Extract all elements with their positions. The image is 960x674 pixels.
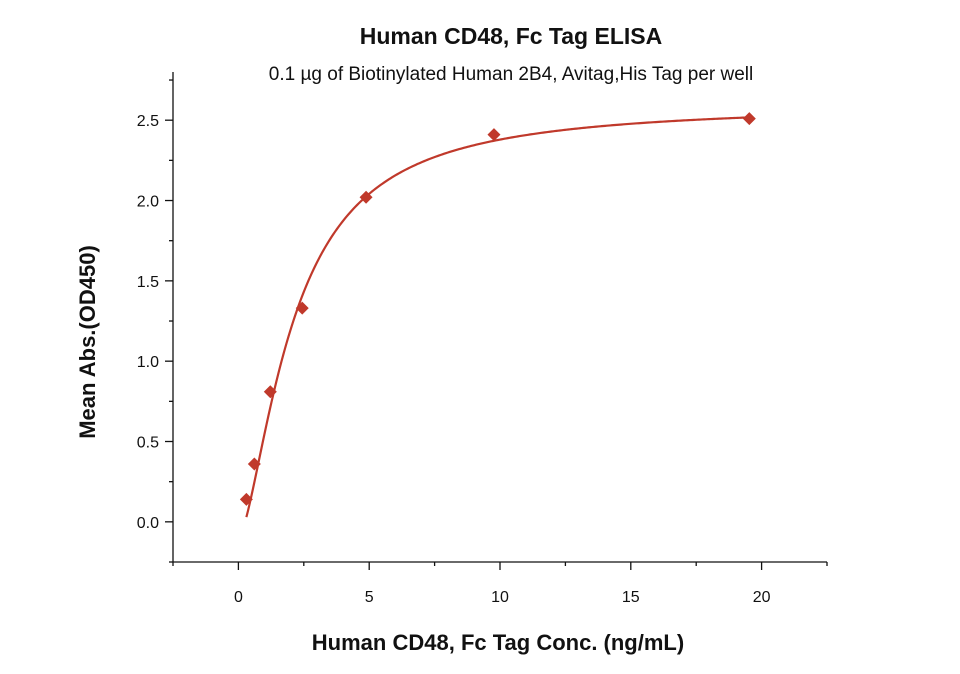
- data-point: [295, 301, 309, 315]
- x-tick-label: 0: [234, 589, 243, 606]
- y-tick-label: 1.5: [137, 274, 159, 291]
- x-tick-label: 20: [753, 589, 771, 606]
- x-ticks: 0 5 10 15 20: [172, 562, 828, 606]
- chart-title: Human CD48, Fc Tag ELISA: [360, 23, 662, 49]
- y-ticks: 0.0 0.5 1.0 1.5 2.0 2.5: [137, 79, 173, 563]
- data-point: [487, 128, 501, 142]
- fit-curve-line: [245, 116, 750, 518]
- data-point: [742, 112, 756, 126]
- data-points: [239, 112, 756, 506]
- data-point: [239, 492, 253, 506]
- y-tick-label: 0.0: [137, 515, 159, 532]
- y-tick-label: 1.0: [137, 354, 159, 371]
- x-tick-label: 5: [365, 589, 374, 606]
- x-tick-label: 15: [622, 589, 640, 606]
- y-tick-label: 2.5: [137, 113, 159, 130]
- data-point: [359, 190, 373, 204]
- data-point: [263, 385, 277, 399]
- y-axis-label: Mean Abs.(OD450): [75, 245, 100, 439]
- y-tick-label: 2.0: [137, 194, 159, 211]
- x-axis-label: Human CD48, Fc Tag Conc. (ng/mL): [312, 630, 684, 655]
- y-tick-label: 0.5: [137, 435, 159, 452]
- data-point: [247, 457, 261, 471]
- chart-subtitle: 0.1 µg of Biotinylated Human 2B4, Avitag…: [269, 64, 753, 85]
- x-tick-label: 10: [491, 589, 509, 606]
- plot-area: 0.0 0.5 1.0 1.5 2.0 2.5 0 5 10 15 20: [137, 72, 828, 606]
